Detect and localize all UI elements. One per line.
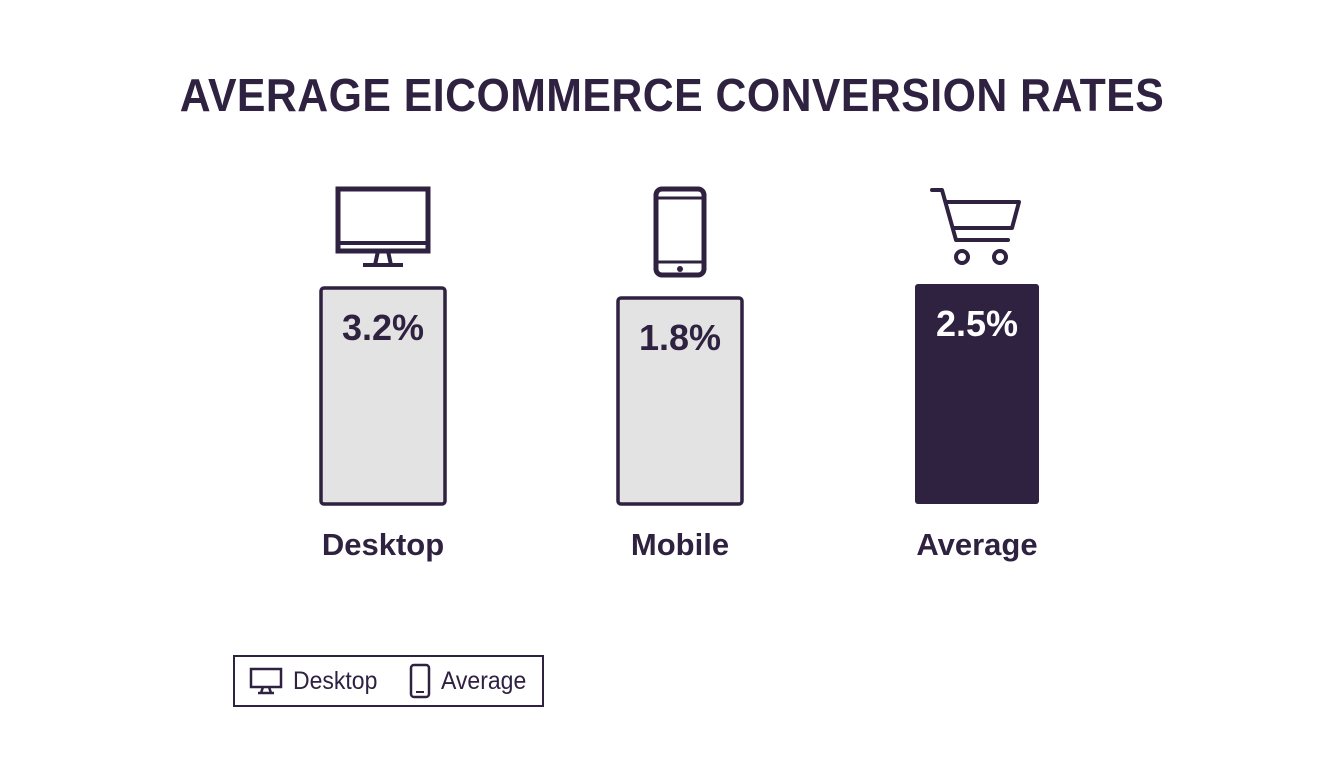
shopping-cart-icon-basket (944, 200, 1021, 230)
value-label-desktop: 3.2% (342, 307, 424, 348)
chart-legend: Desktop Average (233, 655, 544, 707)
mobile-phone-icon (653, 186, 707, 278)
chart-title: AVERAGE EICOMMERCE CONVERSION RATES (179, 69, 1165, 121)
legend-item-average: Average (409, 663, 534, 699)
shopping-cart-icon-wheel-left (954, 249, 970, 265)
value-label-mobile: 1.8% (639, 317, 721, 358)
bar-average (915, 284, 1039, 504)
bar-mobile (616, 296, 744, 506)
desktop-monitor-icon-screen (335, 186, 431, 254)
category-label-desktop: Desktop (322, 527, 444, 562)
mobile-phone-icon-button (677, 266, 683, 272)
legend-label-desktop: Desktop (293, 666, 378, 695)
desktop-monitor-icon-stand-right (386, 250, 393, 266)
category-label-average: Average (916, 527, 1037, 562)
mobile-phone-icon-body (653, 186, 707, 278)
mobile-phone-icon (409, 663, 430, 699)
bar-desktop (319, 286, 447, 506)
value-label-average: 2.5% (936, 303, 1018, 344)
shopping-cart-icon (930, 188, 1021, 265)
desktop-monitor-icon-stand-left (373, 250, 380, 266)
legend-item-desktop: Desktop (249, 667, 385, 696)
desktop-monitor-icon (249, 667, 283, 695)
legend-label-average: Average (440, 666, 526, 695)
shopping-cart-icon-wheel-right (992, 249, 1008, 265)
category-label-mobile: Mobile (631, 527, 729, 562)
desktop-monitor-icon (335, 186, 431, 267)
shopping-cart-icon-handle (930, 188, 1010, 242)
